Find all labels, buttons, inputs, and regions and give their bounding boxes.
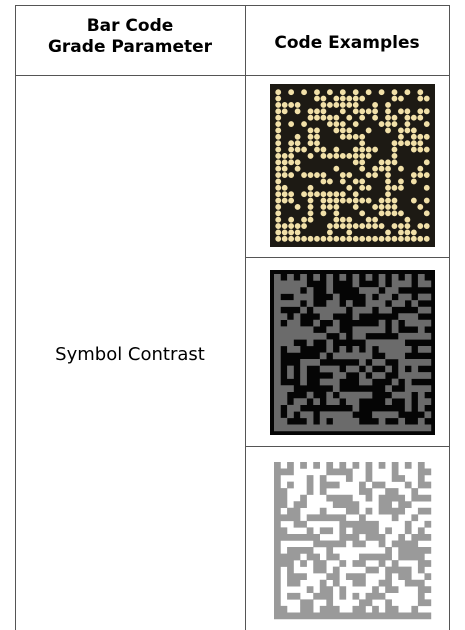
cell: Symbol Contrast [55, 344, 205, 365]
code-image-bg [270, 84, 435, 247]
header-cell: Grade Parameter [48, 37, 213, 57]
header-cell: Bar Code [87, 16, 174, 36]
code-modules [274, 462, 432, 620]
header-cell: Code Examples [274, 33, 419, 53]
code-modules [275, 89, 430, 242]
code-modules [274, 274, 432, 432]
